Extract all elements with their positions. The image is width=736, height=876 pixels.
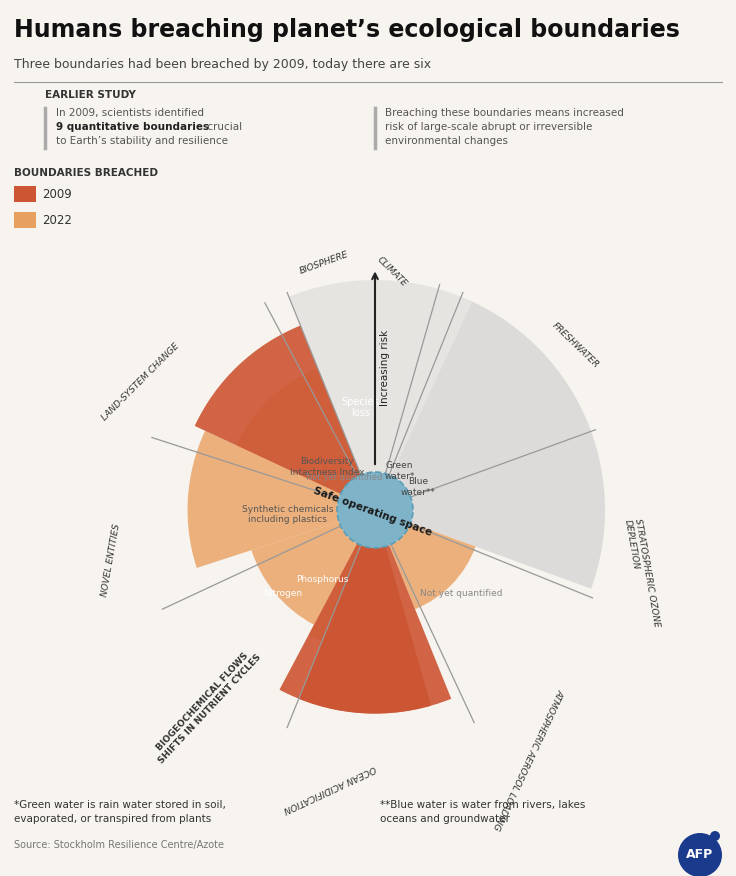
Text: Not yet quantified: Not yet quantified <box>420 589 502 597</box>
Wedge shape <box>391 301 588 496</box>
Text: Blue
water**: Blue water** <box>400 477 436 497</box>
Text: Safe operating space: Safe operating space <box>312 486 434 538</box>
Text: STRATOSPHERIC OZONE
DEPLETION: STRATOSPHERIC OZONE DEPLETION <box>623 518 661 629</box>
Text: Increasing risk: Increasing risk <box>380 329 390 406</box>
Text: Breaching these boundaries means increased
risk of large-scale abrupt or irrever: Breaching these boundaries means increas… <box>385 108 624 146</box>
FancyBboxPatch shape <box>14 186 36 202</box>
Text: to Earth’s stability and resilience: to Earth’s stability and resilience <box>56 136 228 146</box>
FancyBboxPatch shape <box>14 212 36 228</box>
Text: Three boundaries had been breached by 2009, today there are six: Three boundaries had been breached by 20… <box>14 58 431 71</box>
Text: BIOSPHERE: BIOSPHERE <box>298 250 350 276</box>
Text: 9 quantitative boundaries: 9 quantitative boundaries <box>56 122 209 132</box>
Text: Phosphorus: Phosphorus <box>296 576 349 584</box>
Text: AFP: AFP <box>687 849 714 861</box>
Text: ATMOSPHERIC AEROSOL LOADING: ATMOSPHERIC AEROSOL LOADING <box>491 687 565 831</box>
Text: BOUNDARIES BREACHED: BOUNDARIES BREACHED <box>14 168 158 178</box>
Wedge shape <box>280 543 431 714</box>
Wedge shape <box>299 545 451 714</box>
Wedge shape <box>289 280 473 476</box>
Text: EARLIER STUDY: EARLIER STUDY <box>45 90 136 100</box>
Text: LAND-SYSTEM CHANGE: LAND-SYSTEM CHANGE <box>100 342 181 422</box>
Text: Synthetic chemicals
including plastics: Synthetic chemicals including plastics <box>242 505 333 524</box>
Text: 2009: 2009 <box>42 187 71 201</box>
Circle shape <box>678 833 722 876</box>
Text: 2022: 2022 <box>42 214 72 227</box>
Wedge shape <box>410 424 605 589</box>
Circle shape <box>337 472 413 548</box>
Circle shape <box>710 831 720 841</box>
Text: Humans breaching planet’s ecological boundaries: Humans breaching planet’s ecological bou… <box>14 18 680 42</box>
Text: Green
water*: Green water* <box>384 462 414 481</box>
Text: NOVEL ENTITIES: NOVEL ENTITIES <box>101 523 122 597</box>
Text: Species
loss: Species loss <box>342 397 380 419</box>
Text: Biodiversity
Intactness Index: Biodiversity Intactness Index <box>290 457 364 477</box>
Text: In 2009, scientists identified: In 2009, scientists identified <box>56 108 204 118</box>
Text: Source: Stockholm Resilience Centre/Azote: Source: Stockholm Resilience Centre/Azot… <box>14 840 224 850</box>
Text: CLIMATE: CLIMATE <box>375 255 408 289</box>
Wedge shape <box>389 523 475 609</box>
Text: Nitrogen: Nitrogen <box>263 589 302 597</box>
Text: BIOGEOCHEMICAL FLOWS
SHIFTS IN NUTRIENT CYCLES: BIOGEOCHEMICAL FLOWS SHIFTS IN NUTRIENT … <box>149 645 263 765</box>
Wedge shape <box>195 326 361 494</box>
Text: crucial: crucial <box>204 122 242 132</box>
Text: **Blue water is water from rivers, lakes
oceans and groundwater: **Blue water is water from rivers, lakes… <box>380 800 585 824</box>
Wedge shape <box>188 431 341 568</box>
Text: OCEAN ACIDIFICATION: OCEAN ACIDIFICATION <box>282 764 377 815</box>
Text: FRESHWATER: FRESHWATER <box>551 321 601 371</box>
Wedge shape <box>236 368 361 494</box>
Text: *Green water is rain water stored in soil,
evaporated, or transpired from plants: *Green water is rain water stored in soi… <box>14 800 226 824</box>
Wedge shape <box>308 543 414 652</box>
Wedge shape <box>252 522 357 625</box>
Text: Not yet quantified: Not yet quantified <box>306 473 383 483</box>
